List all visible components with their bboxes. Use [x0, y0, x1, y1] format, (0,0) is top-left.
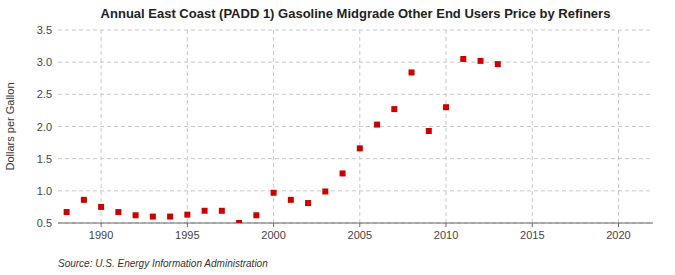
- chart: 0.5 1.0 1.5 2.0 2.5 3.0 3.5 1990 1995 2000 2005 201…: [0, 0, 675, 275]
- point: [236, 220, 242, 223]
- point: [426, 128, 432, 134]
- y-tick-label: 2.0: [37, 121, 52, 133]
- x-tick: [187, 223, 188, 227]
- point: [443, 104, 449, 110]
- y-axis-label: Dollars per Gallon: [4, 82, 16, 170]
- point: [478, 58, 484, 64]
- x-axis-line: [58, 223, 653, 224]
- y-tick-label: 1.0: [37, 185, 52, 197]
- point: [133, 212, 139, 218]
- y-grid-line: [58, 223, 653, 224]
- y-tick-label: 2.5: [37, 88, 52, 100]
- point: [98, 204, 104, 210]
- x-grid-line: [359, 30, 360, 223]
- y-grid-line: [58, 30, 653, 31]
- x-tick-label: 2005: [348, 229, 372, 241]
- x-tick: [273, 223, 274, 227]
- x-grid-line: [101, 30, 102, 223]
- x-tick: [618, 223, 619, 227]
- y-grid-line: [58, 158, 653, 159]
- x-grid-line: [187, 30, 188, 223]
- x-grid-line: [532, 30, 533, 223]
- x-tick-label: 1990: [89, 229, 113, 241]
- point: [409, 69, 415, 75]
- point: [271, 190, 277, 196]
- y-tick-label: 3.5: [37, 24, 52, 36]
- point: [322, 188, 328, 194]
- marks: [64, 56, 501, 223]
- point: [184, 212, 190, 218]
- x-tick-label: 1995: [175, 229, 199, 241]
- axes: 0.5 1.0 1.5 2.0 2.5 3.0 3.5 1990 1995 2000 2005 201…: [37, 24, 653, 241]
- grid: [58, 30, 653, 223]
- point: [340, 170, 346, 176]
- x-tick: [532, 223, 533, 227]
- point: [305, 200, 311, 206]
- point: [64, 209, 70, 215]
- x-grid-line: [446, 30, 447, 223]
- point: [460, 56, 466, 62]
- point: [357, 145, 363, 151]
- y-grid-line: [58, 126, 653, 127]
- x-tick-label: 2015: [520, 229, 544, 241]
- y-grid-line: [58, 62, 653, 63]
- x-tick-label: 2010: [434, 229, 458, 241]
- x-tick: [446, 223, 447, 227]
- y-tick-label: 1.5: [37, 153, 52, 165]
- point: [374, 122, 380, 128]
- y-grid-line: [58, 190, 653, 191]
- point: [219, 208, 225, 214]
- point: [115, 209, 121, 215]
- x-tick: [359, 223, 360, 227]
- y-grid-line: [58, 94, 653, 95]
- point: [253, 212, 259, 218]
- x-tick-label: 2000: [261, 229, 285, 241]
- x-grid-line: [618, 30, 619, 223]
- x-tick-label: 2020: [606, 229, 630, 241]
- point: [391, 106, 397, 112]
- y-tick-label: 3.0: [37, 56, 52, 68]
- point: [150, 214, 156, 220]
- y-tick-label: 0.5: [37, 217, 52, 229]
- x-tick: [101, 223, 102, 227]
- point: [167, 214, 173, 220]
- point: [288, 197, 294, 203]
- source: Source: U.S. Energy Information Administ…: [58, 258, 268, 269]
- point: [495, 61, 501, 67]
- title: Annual East Coast (PADD 1) Gasoline Midg…: [101, 6, 611, 21]
- point: [81, 197, 87, 203]
- point: [202, 208, 208, 214]
